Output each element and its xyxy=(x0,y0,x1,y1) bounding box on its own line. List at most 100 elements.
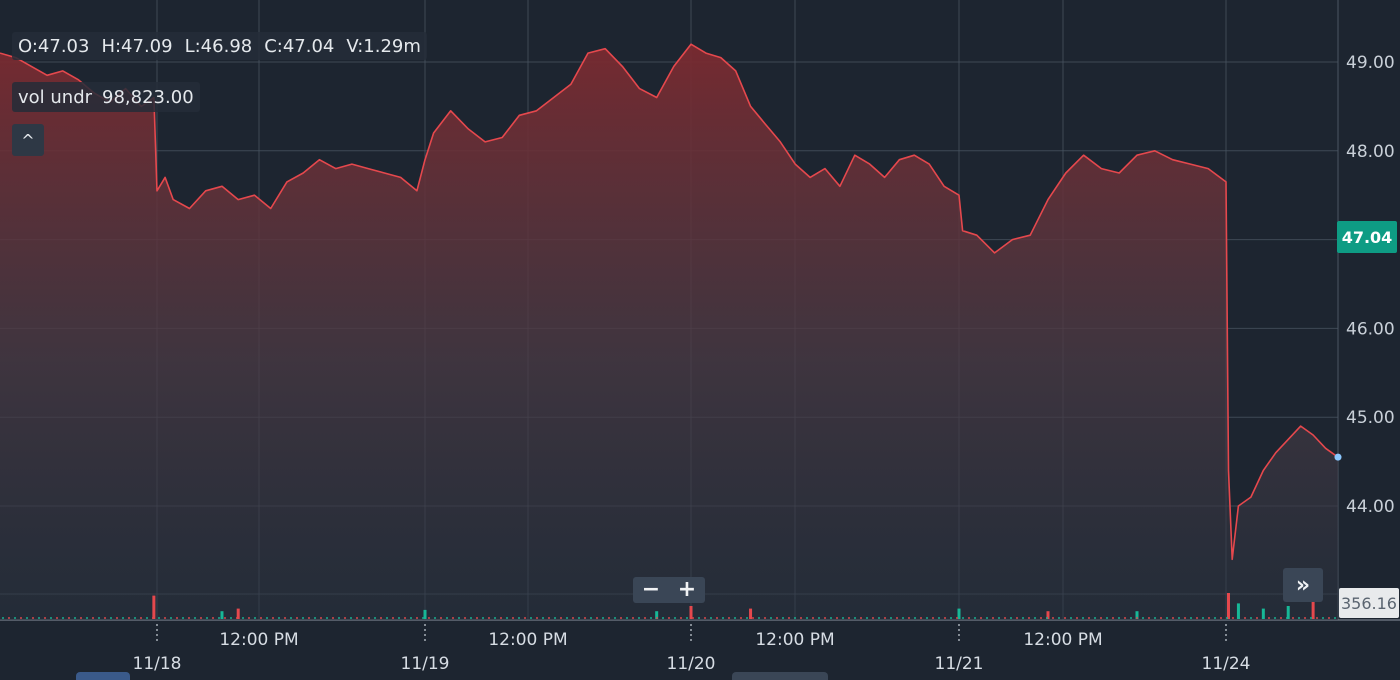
volume-tick xyxy=(878,617,880,619)
volume-tick xyxy=(962,617,964,619)
current-price-badge: 47.04 xyxy=(1337,221,1397,253)
volume-bar xyxy=(152,595,156,619)
volume-tick xyxy=(32,617,34,619)
volume-bar xyxy=(1286,606,1290,619)
volume-tick xyxy=(944,617,946,619)
volume-tick xyxy=(38,617,40,619)
volume-tick xyxy=(734,617,736,619)
volume-tick xyxy=(1172,617,1174,619)
volume-tick xyxy=(914,617,916,619)
volume-tick xyxy=(1160,617,1162,619)
volume-tick xyxy=(530,617,532,619)
volume-tick xyxy=(1238,617,1240,619)
volume-bars xyxy=(2,593,1336,619)
volume-tick xyxy=(1100,617,1102,619)
volume-tick xyxy=(656,617,658,619)
volume-tick xyxy=(2,617,4,619)
volume-bar xyxy=(749,608,753,619)
current-volume-badge: 356.16 xyxy=(1339,588,1399,618)
volume-tick xyxy=(1298,617,1300,619)
volume-tick xyxy=(464,617,466,619)
zoom-out-button[interactable]: − xyxy=(641,577,661,602)
volume-tick xyxy=(188,617,190,619)
volume-tick xyxy=(332,617,334,619)
zoom-in-button[interactable]: + xyxy=(677,577,697,602)
volume-tick xyxy=(710,617,712,619)
volume-tick xyxy=(314,617,316,619)
volume-tick xyxy=(842,617,844,619)
high-value: H:47.09 xyxy=(101,35,173,57)
ohlc-legend: O:47.03 H:47.09 L:46.98 C:47.04 V:1.29m xyxy=(12,32,427,60)
volume-tick xyxy=(1112,617,1114,619)
price-area-fill xyxy=(0,44,1338,620)
volume-bar xyxy=(423,609,427,619)
volume-tick xyxy=(416,617,418,619)
volume-tick xyxy=(566,617,568,619)
volume-tick xyxy=(686,617,688,619)
volume-tick xyxy=(140,617,142,619)
volume-tick xyxy=(182,617,184,619)
volume-tick xyxy=(1136,617,1138,619)
bottom-scroll-handle[interactable] xyxy=(732,672,828,680)
volume-tick xyxy=(794,617,796,619)
volume-bar xyxy=(689,606,693,619)
volume-bar xyxy=(1261,608,1265,619)
volume-tick xyxy=(1004,617,1006,619)
volume-tick xyxy=(590,617,592,619)
volume-tick xyxy=(1208,617,1210,619)
volume-tick xyxy=(434,617,436,619)
volume-tick xyxy=(1286,617,1288,619)
volume-tick xyxy=(920,617,922,619)
volume-bar xyxy=(1135,611,1139,619)
volume-tick xyxy=(422,617,424,619)
volume-tick xyxy=(500,617,502,619)
close-value: C:47.04 xyxy=(264,35,335,57)
price-series-line xyxy=(0,43,1339,561)
volume-tick xyxy=(1118,617,1120,619)
volume-tick xyxy=(1280,617,1282,619)
volume-tick xyxy=(752,617,754,619)
volume-tick xyxy=(392,617,394,619)
x-day-label: 11/20 xyxy=(667,654,716,674)
volume-tick xyxy=(452,617,454,619)
volume-tick xyxy=(1316,617,1318,619)
scroll-to-realtime-button[interactable]: » xyxy=(1283,568,1323,602)
volume-tick xyxy=(206,617,208,619)
volume-tick xyxy=(956,617,958,619)
volume-tick xyxy=(374,617,376,619)
volume-tick xyxy=(800,617,802,619)
volume-bar xyxy=(236,608,240,619)
zoom-controls: − + xyxy=(633,577,705,603)
volume-tick xyxy=(902,617,904,619)
volume-tick xyxy=(278,617,280,619)
volume-tick xyxy=(74,617,76,619)
volume-tick xyxy=(728,617,730,619)
volume-tick xyxy=(26,617,28,619)
volume-tick xyxy=(524,617,526,619)
volume-tick xyxy=(50,617,52,619)
volume-tick xyxy=(572,617,574,619)
volume-tick xyxy=(1226,617,1228,619)
price-line xyxy=(0,43,1342,561)
x-time-label: 12:00 PM xyxy=(1023,630,1102,650)
volume-bar xyxy=(957,608,961,619)
volume-tick xyxy=(158,617,160,619)
volume-tick xyxy=(248,617,250,619)
volume-tick xyxy=(482,617,484,619)
volume-tick xyxy=(908,617,910,619)
volume-tick xyxy=(974,617,976,619)
volume-tick xyxy=(716,617,718,619)
volume-tick xyxy=(584,617,586,619)
volume-tick xyxy=(128,617,130,619)
volume-tick xyxy=(1190,617,1192,619)
low-value: L:46.98 xyxy=(184,35,253,57)
bottom-tab-indicator[interactable] xyxy=(76,672,130,680)
volume-tick xyxy=(320,617,322,619)
collapse-legend-button[interactable]: ^ xyxy=(12,124,44,156)
volume-tick xyxy=(548,617,550,619)
volume-tick xyxy=(176,617,178,619)
volume-indicator-legend: vol undr 98,823.00 xyxy=(12,82,200,112)
volume-tick xyxy=(8,617,10,619)
